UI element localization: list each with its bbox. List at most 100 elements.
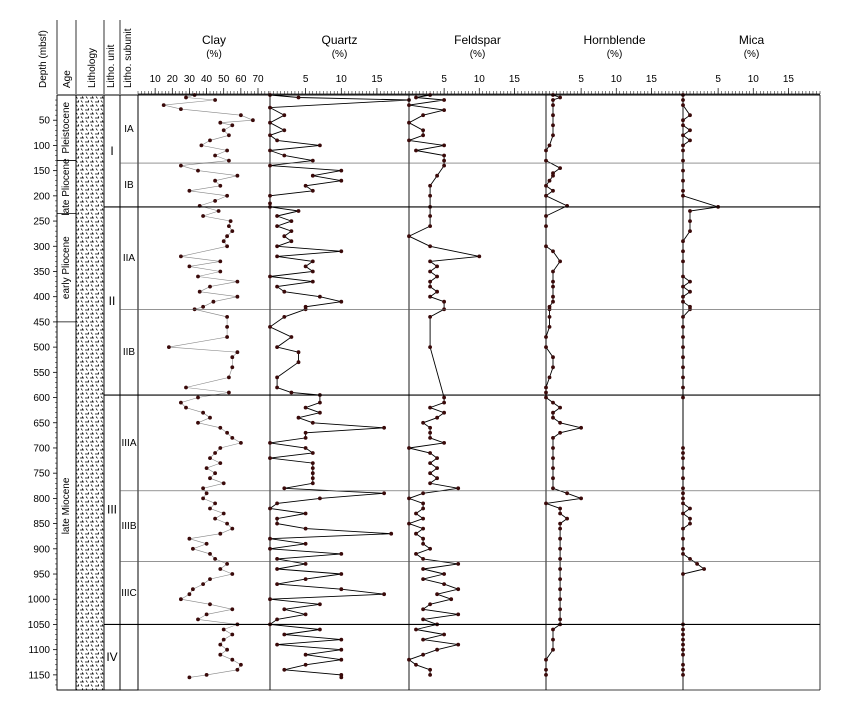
lithology-header: Lithology — [87, 48, 98, 88]
data-point — [435, 274, 439, 279]
depth-tick-label: 100 — [33, 141, 50, 152]
data-point — [227, 224, 231, 229]
data-point — [681, 375, 685, 380]
data-point — [310, 466, 315, 470]
data-point — [221, 511, 226, 516]
data-point — [428, 405, 432, 410]
data-point — [208, 577, 212, 581]
data-point — [201, 582, 206, 586]
data-point — [204, 491, 209, 496]
data-point — [179, 400, 183, 405]
data-point — [296, 350, 301, 355]
data-point — [167, 345, 171, 349]
data-point — [414, 95, 418, 100]
data-point — [275, 642, 279, 647]
data-point — [235, 279, 240, 284]
data-point — [407, 496, 411, 501]
data-point — [282, 128, 287, 133]
data-point — [681, 335, 685, 339]
unit-label: III — [107, 503, 117, 517]
data-point — [179, 163, 183, 168]
data-point — [221, 481, 226, 486]
data-point — [551, 476, 555, 481]
data-point — [275, 284, 279, 289]
data-point — [547, 178, 552, 183]
lithology-column — [75, 94, 105, 691]
data-point — [213, 516, 218, 521]
data-point — [213, 501, 218, 506]
data-point — [230, 526, 235, 531]
panel-tick-label: 5 — [303, 74, 309, 85]
data-point — [681, 647, 685, 652]
depth-tick-label: 1050 — [28, 620, 51, 631]
panel-unit: (%) — [744, 49, 760, 60]
data-point — [239, 441, 243, 445]
data-point — [681, 667, 685, 672]
data-point — [551, 284, 555, 289]
data-point — [268, 441, 272, 445]
data-point — [681, 103, 685, 107]
data-point — [275, 557, 279, 561]
data-point — [435, 456, 439, 460]
data-point — [681, 249, 685, 254]
data-point — [435, 415, 439, 420]
data-point — [201, 410, 206, 415]
header-column-dividers — [56, 20, 121, 94]
data-point — [275, 516, 279, 521]
data-point — [213, 178, 218, 183]
data-point — [579, 425, 583, 430]
data-point — [339, 587, 344, 592]
data-point — [558, 536, 562, 541]
data-point — [204, 541, 209, 546]
data-point — [551, 456, 555, 460]
data-point — [544, 183, 548, 188]
data-point — [196, 274, 200, 279]
data-point — [303, 541, 308, 546]
panel-unit: (%) — [470, 49, 486, 60]
data-point — [547, 315, 552, 319]
data-point — [318, 143, 322, 148]
data-point — [235, 173, 240, 178]
data-point — [339, 657, 344, 662]
data-point — [303, 662, 308, 667]
data-point — [339, 249, 344, 254]
data-point — [456, 562, 461, 566]
data-point — [268, 325, 272, 329]
data-point — [208, 456, 212, 460]
data-point — [688, 289, 692, 294]
data-point — [191, 546, 195, 551]
data-point — [435, 466, 439, 470]
data-point — [442, 299, 446, 304]
data-point — [382, 592, 386, 597]
data-point — [303, 183, 308, 188]
data-point — [681, 365, 685, 370]
data-point — [310, 269, 315, 274]
data-point — [184, 385, 188, 390]
data-point — [318, 294, 322, 299]
data-point — [213, 471, 218, 476]
data-point — [428, 345, 432, 349]
data-point — [414, 148, 418, 153]
data-point — [275, 567, 279, 571]
data-point — [442, 143, 446, 148]
age-label: early Pliocene — [61, 236, 72, 299]
data-point — [428, 279, 432, 284]
data-point — [681, 259, 685, 264]
data-point — [681, 501, 685, 506]
data-point — [442, 632, 446, 637]
data-point — [558, 557, 562, 561]
data-point — [421, 506, 425, 511]
data-point — [428, 183, 432, 188]
data-point — [558, 166, 562, 171]
panel-title: Feldspar — [454, 33, 501, 47]
data-point — [268, 597, 272, 602]
data-point — [551, 436, 555, 440]
depth-tick-label: 1150 — [28, 670, 50, 681]
data-point — [551, 415, 555, 420]
unit-label: IV — [106, 650, 117, 664]
data-point — [275, 214, 279, 218]
data-point — [303, 577, 308, 581]
data-point — [428, 667, 432, 672]
data-point — [303, 562, 308, 566]
data-point — [551, 466, 555, 470]
